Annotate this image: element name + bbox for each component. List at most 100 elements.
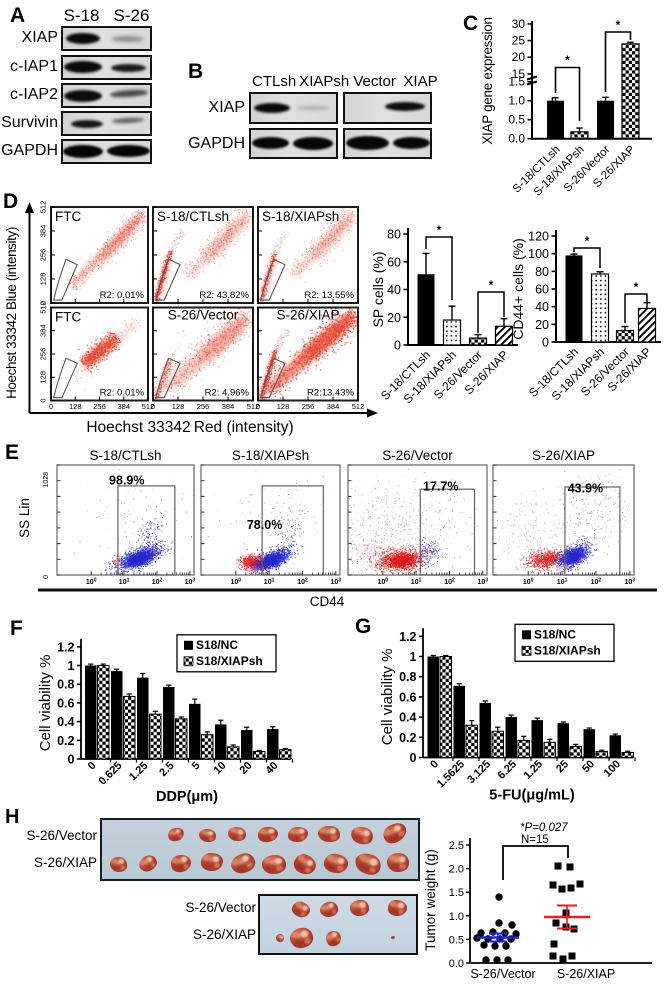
svg-text:25: 25 [512,34,526,48]
svg-text:0.4: 0.4 [399,711,416,725]
svg-text:0: 0 [542,336,549,350]
svg-text:S18/XIAPsh: S18/XIAPsh [196,654,263,668]
svg-text:384: 384 [39,324,48,337]
svg-text:CD44: CD44 [310,594,345,609]
svg-text:1.2: 1.2 [399,630,416,644]
svg-text:100: 100 [378,578,389,587]
svg-text:1.5: 1.5 [508,75,525,89]
svg-text:S18/NC: S18/NC [196,638,238,652]
svg-text:*: * [585,234,590,248]
svg-text:0: 0 [151,402,155,411]
svg-text:30: 30 [512,17,526,31]
svg-text:103: 103 [331,578,342,587]
svg-text:128: 128 [39,273,48,286]
svg-text:128: 128 [69,402,82,411]
svg-text:0.4: 0.4 [57,715,74,729]
svg-text:S18/NC: S18/NC [534,627,576,641]
svg-text:S-26/Vector: S-26/Vector [382,448,453,463]
svg-text:0: 0 [428,758,441,771]
svg-text:103: 103 [478,578,489,587]
svg-text:1028: 1028 [43,472,50,488]
svg-text:256: 256 [39,249,48,262]
svg-text:100: 100 [523,578,534,587]
svg-text:100: 100 [528,247,549,261]
svg-text:0.8: 0.8 [399,670,416,684]
svg-text:103: 103 [185,578,196,587]
svg-text:78.0%: 78.0% [247,518,282,532]
svg-text:1: 1 [68,659,75,673]
svg-text:0: 0 [68,753,75,767]
svg-text:256: 256 [93,402,106,411]
svg-text:101: 101 [264,578,275,587]
svg-text:0.5: 0.5 [449,934,464,946]
svg-text:100: 100 [86,578,97,587]
svg-text:102: 102 [152,578,163,587]
svg-text:*: * [616,18,621,32]
svg-text:S-18/XIAPsh: S-18/XIAPsh [232,448,309,463]
svg-text:*: * [437,223,442,237]
svg-text:6.25: 6.25 [495,758,519,782]
svg-text:CD44+ cells (%): CD44+ cells (%) [510,238,526,340]
svg-text:SS Lin: SS Lin [17,498,32,538]
svg-text:DDP(μm): DDP(μm) [156,789,218,805]
svg-text:*: * [489,278,494,292]
svg-text:15: 15 [512,67,526,81]
svg-text:3.125: 3.125 [465,758,493,786]
svg-text:Tumor weight (g): Tumor weight (g) [423,849,438,951]
svg-text:1.0: 1.0 [449,911,464,923]
svg-text:80: 80 [387,228,401,242]
svg-text:R2: 13.55%: R2: 13.55% [304,290,354,301]
svg-text:120: 120 [528,230,549,244]
svg-text:0.0: 0.0 [449,958,464,970]
svg-text:17.7%: 17.7% [423,479,458,493]
svg-text:Cell viability %: Cell viability % [37,655,54,752]
svg-text:60: 60 [387,255,401,269]
svg-text:512: 512 [39,301,48,314]
svg-text:0.6: 0.6 [399,690,416,704]
svg-text:256: 256 [197,402,210,411]
svg-text:S-18/XIAPsh: S-18/XIAPsh [262,209,339,224]
svg-text:R2: 4.96%: R2: 4.96% [205,388,250,399]
svg-text:101: 101 [119,578,130,587]
svg-text:20: 20 [387,311,401,325]
svg-text:20: 20 [535,318,549,332]
svg-text:0.5: 0.5 [508,113,525,127]
svg-text:XIAP gene expression: XIAP gene expression [480,17,495,144]
svg-text:FTC: FTC [55,209,81,224]
svg-text:256: 256 [302,402,315,411]
svg-text:384: 384 [117,402,130,411]
svg-text:S-26/XIAP: S-26/XIAP [557,967,615,981]
svg-text:512: 512 [142,402,155,411]
svg-text:S-26/Vector: S-26/Vector [470,967,535,981]
svg-text:101: 101 [557,578,568,587]
svg-text:1.5625: 1.5625 [435,758,467,790]
svg-text:40: 40 [387,283,401,297]
svg-text:0: 0 [394,339,401,353]
svg-text:2.5: 2.5 [157,760,176,779]
svg-text:384: 384 [222,402,235,411]
svg-text:1: 1 [410,650,417,664]
svg-text:*: * [565,53,570,67]
svg-text:R2: 43.82%: R2: 43.82% [199,290,249,301]
svg-text:512: 512 [247,402,260,411]
svg-text:512: 512 [39,201,48,214]
svg-text:0: 0 [39,301,48,305]
svg-text:S-18/CTLsh: S-18/CTLsh [89,448,161,463]
svg-text:S18/XIAPsh: S18/XIAPsh [534,643,601,657]
svg-text:R2: 0.01%: R2: 0.01% [100,388,145,399]
svg-text:40: 40 [535,300,549,314]
svg-text:N=15: N=15 [521,834,549,846]
svg-text:1.5: 1.5 [449,887,464,899]
svg-text:*: * [634,280,639,294]
svg-text:43.9%: 43.9% [568,482,603,496]
svg-text:0: 0 [49,402,53,411]
svg-text:1.0: 1.0 [508,94,525,108]
svg-text:R2:13.43%: R2:13.43% [307,388,355,399]
svg-text:1.25: 1.25 [521,758,545,782]
svg-text:Cell viability %: Cell viability % [379,649,396,746]
svg-text:0: 0 [410,751,417,765]
svg-text:102: 102 [444,578,455,587]
svg-text:100: 100 [231,578,242,587]
svg-text:S-26/XIAP: S-26/XIAP [532,448,595,463]
svg-text:0: 0 [256,402,260,411]
